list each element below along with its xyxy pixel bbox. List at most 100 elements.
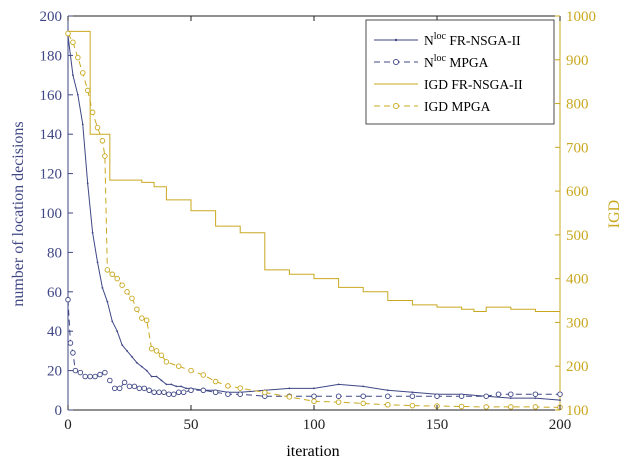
right-tick-label: 300 (566, 315, 589, 331)
series-marker-3 (109, 271, 116, 278)
x-tick-label: 50 (184, 417, 199, 433)
series-marker-1 (225, 391, 231, 397)
left-tick-label: 0 (55, 403, 63, 419)
series-marker-1 (212, 389, 219, 396)
series-marker-3 (89, 109, 96, 116)
series-marker-3 (286, 394, 293, 400)
series-marker-3 (94, 124, 101, 131)
series-marker-1 (557, 391, 563, 397)
series-marker-0 (91, 231, 94, 234)
series-marker-3 (163, 359, 170, 365)
series-marker-3 (134, 306, 140, 313)
series-marker-1 (156, 389, 162, 396)
series-marker-1 (116, 385, 123, 392)
legend-label: IGD MPGA (424, 99, 491, 114)
right-axis-title: IGD (606, 200, 623, 228)
series-marker-3 (84, 87, 91, 94)
series-marker-1 (77, 369, 84, 376)
series-marker-1 (385, 393, 391, 399)
series-marker-0 (362, 385, 365, 388)
right-axis-ticks: 100 200 300 400 500 600 700 800 900 1000 (555, 9, 596, 419)
series-marker-0 (337, 383, 340, 386)
series-marker-3 (212, 378, 219, 385)
series-marker-3 (483, 404, 489, 410)
series-marker-3 (311, 398, 317, 404)
legend-label: IGD FR-NSGA-II (424, 77, 523, 92)
series-marker-3 (119, 282, 125, 288)
series-marker-1 (409, 393, 416, 399)
series-line-2 (68, 30, 561, 312)
series-marker-3 (75, 54, 81, 61)
series-marker-1 (495, 391, 502, 397)
series-marker-0 (386, 389, 389, 392)
series-marker-1 (136, 385, 143, 392)
right-tick-label: 400 (566, 272, 589, 288)
series-marker-0 (131, 355, 133, 358)
right-tick-label: 500 (566, 228, 589, 244)
left-tick-label: 20 (47, 364, 62, 380)
series-marker-3 (200, 372, 207, 378)
series-marker-0 (175, 385, 178, 388)
series-marker-0 (135, 361, 138, 364)
series-marker-1 (508, 391, 514, 397)
series-marker-3 (188, 367, 194, 374)
series-marker-1 (92, 373, 98, 380)
series-marker-1 (67, 340, 74, 346)
x-tick-label: 200 (549, 417, 572, 433)
series-marker-0 (81, 123, 84, 126)
series-marker-0 (145, 369, 148, 372)
left-tick-label: 60 (47, 285, 62, 301)
series-marker-0 (509, 397, 512, 400)
series-marker-3 (129, 295, 135, 302)
x-tick-label: 100 (303, 417, 326, 433)
x-axis-title: iteration (286, 443, 339, 460)
series-marker-0 (86, 182, 89, 185)
series-marker-0 (140, 365, 143, 368)
series-marker-1 (171, 391, 177, 397)
series-marker-0 (288, 387, 291, 390)
series-marker-3 (409, 402, 416, 409)
series-marker-1 (146, 387, 152, 394)
left-axis-title: number of location decisions (10, 121, 27, 306)
legend-swatch-marker (394, 38, 398, 42)
series-marker-3 (65, 30, 71, 37)
series-line-3 (67, 33, 561, 408)
series-marker-1 (72, 367, 79, 374)
right-tick-label: 100 (566, 403, 589, 419)
series-marker-0 (155, 375, 158, 378)
series-marker-0 (185, 387, 187, 390)
series-marker-1 (82, 373, 88, 380)
series-marker-3 (225, 383, 231, 389)
legend: Nloc FR-NSGA-II Nloc MPGA IGD FR-NSGA-II IG… (365, 19, 555, 125)
left-axis-ticks: 0 20 40 60 80 100 120 140 160 180 200 (40, 9, 73, 419)
series-marker-3 (360, 400, 366, 407)
series-marker-0 (534, 397, 537, 400)
series-marker-0 (72, 74, 74, 76)
series-marker-0 (160, 379, 163, 382)
series-marker-0 (126, 350, 128, 352)
series-marker-3 (99, 138, 106, 144)
series-marker-3 (70, 39, 76, 46)
series-marker-3 (114, 275, 120, 282)
series-marker-0 (111, 320, 114, 323)
series-marker-3 (262, 389, 268, 396)
series-marker-0 (180, 385, 183, 388)
series-marker-1 (97, 371, 103, 378)
series-marker-1 (360, 393, 366, 399)
series-marker-1 (532, 391, 539, 397)
legend-swatch-marker (392, 102, 400, 110)
left-tick-label: 40 (47, 324, 62, 340)
series-marker-1 (166, 391, 172, 397)
series-marker-1 (458, 393, 465, 399)
series-marker-3 (143, 317, 150, 324)
series-marker-0 (106, 300, 109, 303)
series-marker-0 (411, 391, 414, 394)
series-marker-0 (116, 330, 119, 333)
series-marker-3 (532, 404, 539, 410)
series-marker-1 (200, 387, 207, 394)
series-marker-0 (96, 261, 99, 264)
left-tick-label: 200 (40, 9, 63, 25)
series-marker-3 (175, 363, 182, 369)
series-marker-0 (170, 383, 173, 386)
